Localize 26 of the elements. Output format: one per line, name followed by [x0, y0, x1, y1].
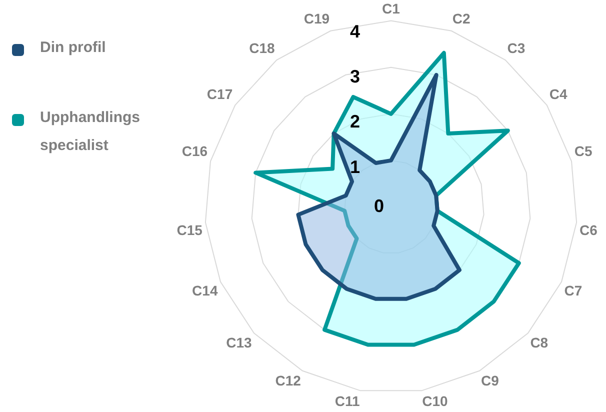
y-tick-label: 4 — [350, 21, 360, 42]
legend-label: Din profil — [40, 38, 107, 58]
spoke-label: C4 — [549, 86, 568, 102]
spoke-label: C13 — [226, 334, 252, 350]
spoke-label: C3 — [507, 40, 526, 56]
y-tick-label: 0 — [374, 196, 384, 216]
legend-label: Upphandlingsspecialist — [40, 108, 140, 156]
spoke-label: C9 — [481, 372, 500, 389]
spoke-label: C16 — [182, 143, 208, 160]
spoke-label: C8 — [530, 334, 548, 350]
spoke-label: C5 — [574, 143, 593, 160]
spoke-label: C1 — [382, 0, 400, 16]
spoke-label: C7 — [564, 282, 582, 298]
spoke-label: C14 — [192, 282, 218, 298]
y-tick-label: 3 — [350, 66, 360, 87]
spoke-label: C12 — [275, 372, 302, 389]
spoke-label: C11 — [334, 392, 360, 409]
spoke-label: C19 — [304, 10, 330, 27]
spoke-label: C17 — [206, 86, 233, 102]
spoke-label: C6 — [580, 222, 598, 238]
y-tick-label: 2 — [350, 112, 360, 132]
spoke-label: C15 — [176, 222, 203, 238]
spoke-label: C10 — [422, 392, 448, 409]
spoke-label: C2 — [452, 10, 471, 27]
spoke-label: C18 — [249, 40, 275, 56]
y-tick-label: 1 — [350, 156, 360, 177]
